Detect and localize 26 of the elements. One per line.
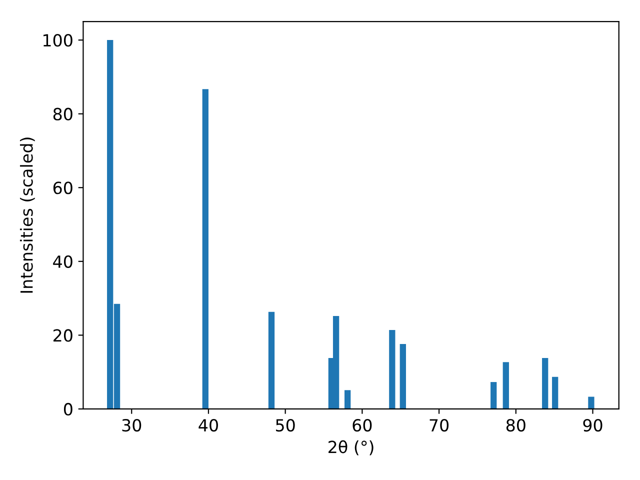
x-tick-label: 90 (583, 418, 602, 432)
x-tick-label: 80 (506, 418, 526, 432)
y-tick-label: 40 (53, 255, 72, 268)
y-tick-label: 100 (43, 34, 72, 47)
bar (490, 382, 497, 409)
x-tick-label: 40 (198, 418, 218, 432)
bar (542, 358, 548, 409)
y-tick-label: 80 (53, 108, 72, 120)
x-axis-title: 2θ (°) (328, 440, 374, 456)
y-tick-label: 0 (64, 402, 72, 416)
bar (588, 396, 594, 409)
x-tick-label: 50 (276, 418, 295, 432)
y-tick-label: 60 (53, 182, 72, 194)
bar (502, 362, 509, 409)
x-tick-label: 60 (352, 418, 372, 432)
x-tick-label: 30 (122, 418, 142, 432)
bar (268, 312, 275, 409)
y-axis-title: Intensities (scaled) (20, 138, 35, 293)
y-tick-label: 20 (53, 329, 72, 342)
bar (389, 330, 396, 409)
bar (332, 316, 340, 409)
bar (202, 89, 208, 409)
bar (552, 376, 558, 409)
bar (400, 344, 406, 409)
x-tick-label: 70 (430, 418, 449, 432)
bar (344, 390, 351, 409)
